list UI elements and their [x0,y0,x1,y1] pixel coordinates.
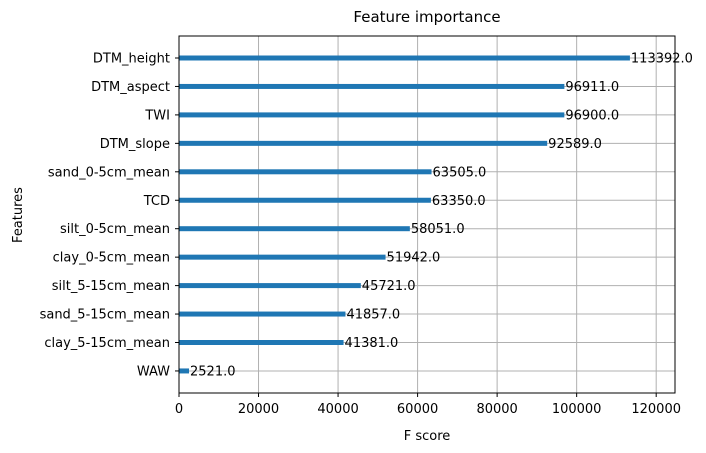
bar-value-label: 2521.0 [190,364,236,379]
x-tick-label: 80000 [476,402,517,417]
bar [179,254,386,260]
bar [179,55,630,61]
y-tick-label: sand_5-15cm_mean [40,308,170,323]
bar-value-label: 51942.0 [387,251,441,266]
bar-value-label: 63350.0 [432,194,486,209]
bar [179,169,432,175]
bar [179,283,361,289]
y-tick-label: WAW [137,364,170,379]
bar [179,83,565,89]
bar-value-label: 96900.0 [565,108,619,123]
bar [179,112,565,118]
x-tick-label: 120000 [631,402,681,417]
bar-value-label: 113392.0 [631,52,693,67]
x-tick-label: 0 [175,402,183,417]
chart-title: Feature importance [353,8,500,26]
bars [179,55,630,374]
x-tick-label: 100000 [552,402,602,417]
bar-value-label: 92589.0 [548,137,602,152]
y-axis-title: Features [11,187,26,243]
bar-value-label: 58051.0 [411,222,465,237]
bar [179,197,431,203]
axis-ticks: 0 20000 40000 60000 80000 100000 120000 DTM_hei… [40,52,681,418]
bar [179,226,410,232]
y-tick-label: DTM_aspect [91,80,170,95]
y-tick-label: silt_5-15cm_mean [52,279,170,294]
x-axis-title: F score [404,429,451,444]
bar-value-label: 45721.0 [362,279,416,294]
bar [179,311,346,317]
y-tick-label: TCD [143,194,170,209]
bar [179,340,344,345]
x-tick-label: 40000 [317,402,358,417]
y-tick-label: silt_0-5cm_mean [60,222,170,237]
y-tick-label: DTM_height [93,52,170,67]
plot-frame [178,35,676,394]
bar [179,140,548,146]
bar-value-label: 41857.0 [346,308,400,323]
x-tick-label: 20000 [238,402,279,417]
y-tick-label: DTM_slope [100,137,170,152]
data-labels: 113392.0 96911.0 96900.0 92589.0 63505.0 6335… [190,52,693,380]
x-tick-label: 60000 [397,402,438,417]
bar-value-label: 96911.0 [565,80,619,95]
bar-value-label: 63505.0 [433,165,487,180]
bar-value-label: 41381.0 [345,336,399,351]
y-tick-label: clay_5-15cm_mean [44,336,170,351]
y-tick-label: clay_0-5cm_mean [53,251,170,266]
y-tick-label: sand_0-5cm_mean [48,165,170,180]
bar [179,368,190,374]
y-tick-label: TWI [144,108,170,123]
